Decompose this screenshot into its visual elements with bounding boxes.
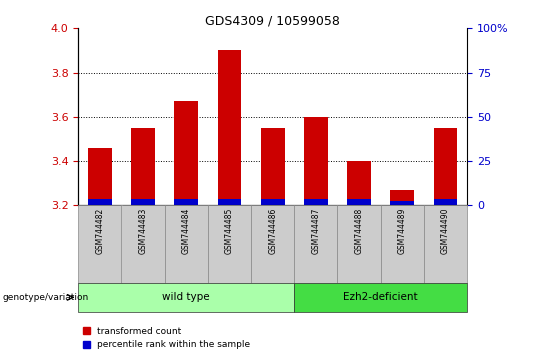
Bar — [338, 205, 381, 283]
Bar — [347, 199, 371, 205]
Bar — [78, 205, 122, 283]
Bar — [390, 190, 414, 205]
Text: wild type: wild type — [163, 292, 210, 302]
Bar — [381, 205, 424, 283]
Text: GSM744486: GSM744486 — [268, 208, 277, 254]
Bar — [390, 201, 414, 205]
Text: GSM744490: GSM744490 — [441, 208, 450, 254]
Bar — [131, 199, 155, 205]
Bar — [304, 117, 328, 205]
Bar — [218, 199, 241, 205]
Bar — [261, 199, 285, 205]
Bar — [434, 128, 457, 205]
Bar — [424, 205, 467, 283]
Text: GSM744488: GSM744488 — [355, 208, 363, 254]
Text: GSM744489: GSM744489 — [398, 208, 407, 254]
Bar — [174, 101, 198, 205]
Bar — [78, 283, 294, 312]
Bar — [261, 128, 285, 205]
Bar — [165, 205, 208, 283]
Bar — [251, 205, 294, 283]
Bar — [434, 199, 457, 205]
Text: GSM744482: GSM744482 — [96, 208, 104, 254]
Legend: transformed count, percentile rank within the sample: transformed count, percentile rank withi… — [83, 327, 251, 349]
Bar — [122, 205, 165, 283]
Bar — [347, 161, 371, 205]
Bar — [131, 128, 155, 205]
Text: GSM744485: GSM744485 — [225, 208, 234, 254]
Bar — [294, 283, 467, 312]
Text: GSM744484: GSM744484 — [182, 208, 191, 254]
Bar — [218, 51, 241, 205]
Bar — [88, 199, 112, 205]
Text: GSM744487: GSM744487 — [312, 208, 320, 254]
Text: Ezh2-deficient: Ezh2-deficient — [343, 292, 418, 302]
Bar — [294, 205, 338, 283]
Text: GSM744483: GSM744483 — [139, 208, 147, 254]
Bar — [174, 199, 198, 205]
Bar — [304, 199, 328, 205]
Text: genotype/variation: genotype/variation — [3, 293, 89, 302]
Title: GDS4309 / 10599058: GDS4309 / 10599058 — [205, 14, 340, 27]
Bar — [88, 148, 112, 205]
Bar — [208, 205, 251, 283]
